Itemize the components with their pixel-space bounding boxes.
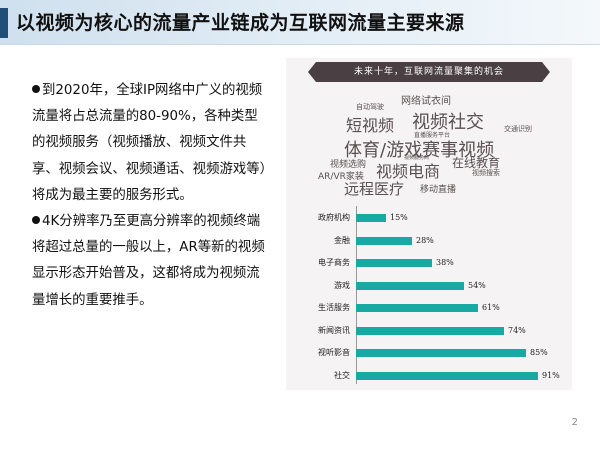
bar [356,349,526,357]
category-label: 社交 [334,370,350,380]
category-label: 游戏 [334,280,350,290]
title-bar: 以视频为核心的流量产业链成为互联网流量主要来源 [0,0,600,45]
category-label: 生活服务 [318,303,350,312]
bar [356,281,464,290]
data-label: 54% [468,280,486,290]
data-label: 85% [530,348,548,357]
bar [356,259,432,267]
cloud-word: 移动直播 [420,185,457,195]
category-label: 视听影音 [318,348,350,357]
data-label: 28% [416,235,434,245]
cloud-word: 视频搜索 [472,169,500,177]
category-label: 金融 [334,235,350,245]
paragraph-2-text: 4K分辨率乃至更高分辨率的视频终端将超过总量的一般以上，AR等新的视频显示形态开… [32,214,265,308]
bullet-icon [32,216,40,225]
data-label: 61% [482,303,500,312]
category-label: 电子商务 [318,258,350,267]
paragraph-2: 4K分辨率乃至更高分辨率的视频终端将超过总量的一般以上，AR等新的视频显示形态开… [32,209,270,314]
bar [356,214,386,222]
chart-axis [356,206,357,384]
title-accent [0,8,8,38]
cloud-word: 自动驾驶 [356,103,384,111]
cloud-word: 交通识别 [504,125,532,133]
bar [356,326,504,335]
bar [356,236,412,245]
cloud-word: 在线教育 [452,156,501,170]
category-label: 新闻资讯 [318,325,350,335]
cloud-word: 视频服务商 [404,155,430,161]
paragraph-1-text: 到2020年，全球IP网络中广义的视频流量将占总流量的80-90%，各种类型的视… [32,83,267,203]
slide-number: 2 [571,417,578,428]
cloud-word: 短视频 [346,116,395,135]
slide-title: 以视频为核心的流量产业链成为互联网流量主要来源 [16,12,465,34]
bar [356,304,478,312]
cloud-word: 视频社交 [412,112,484,133]
data-label: 74% [508,325,526,335]
data-label: 15% [390,213,408,222]
figure-banner: 未来十年，互联网流量聚集的机会 [308,62,550,82]
cloud-word: AR/VR家装 [318,172,364,182]
category-label: 政府机构 [318,213,350,222]
body-text: 到2020年，全球IP网络中广义的视频流量将占总流量的80-90%，各种类型的视… [32,78,270,314]
bar [356,371,538,380]
paragraph-1: 到2020年，全球IP网络中广义的视频流量将占总流量的80-90%，各种类型的视… [32,78,270,209]
cloud-word: 视频选购 [330,160,367,170]
figure-panel: 未来十年，互联网流量聚集的机会 网络试衣间 自动驾驶 短视频 视频社交 直播服务… [286,58,572,390]
cloud-word: 直播服务平台 [414,132,451,139]
cloud-word: 体育/游戏赛事视频 [344,140,495,161]
cloud-word: 网络试衣间 [401,96,451,107]
bullet-icon [32,85,40,93]
cloud-word: 视频电商 [376,162,441,181]
data-label: 91% [542,370,560,380]
cloud-word: 远程医疗 [344,180,405,198]
data-label: 38% [436,258,454,267]
word-cloud: 网络试衣间 自动驾驶 短视频 视频社交 直播服务平台 交通识别 体育/游戏赛事视… [286,86,572,211]
bar-chart: 政府机构 15% 金融 28% 电子商务 38% 游戏 54% 生活服务 61% 新闻资讯 74% 视听… [286,206,572,390]
